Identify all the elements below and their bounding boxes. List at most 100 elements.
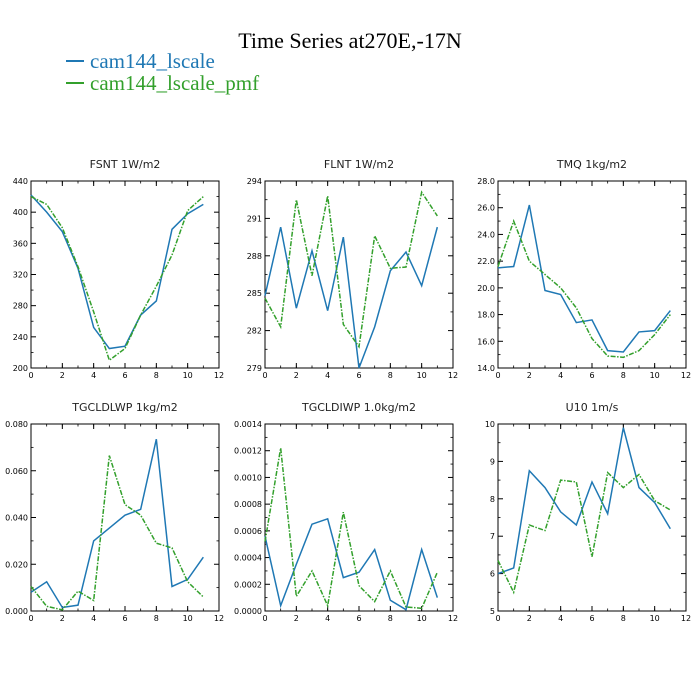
y-tick-label: 285 — [247, 289, 262, 298]
series-line-lscale — [497, 427, 671, 575]
series-line-lscale-pmf — [30, 195, 204, 362]
series-line-lscale — [497, 204, 671, 353]
y-tick-label: 279 — [247, 364, 262, 373]
x-tick-label: 2 — [294, 371, 299, 380]
y-tick-label: 9 — [490, 457, 495, 466]
legend: cam144_lscale cam144_lscale_pmf — [66, 50, 259, 94]
legend-item-series1: cam144_lscale — [66, 50, 259, 72]
x-tick-label: 10 — [417, 371, 427, 380]
y-tick-label: 22.0 — [477, 257, 495, 266]
legend-line-series2 — [66, 82, 84, 84]
y-tick-label: 291 — [247, 214, 262, 223]
y-tick-label: 200 — [13, 364, 28, 373]
legend-label-series2: cam144_lscale_pmf — [90, 71, 260, 95]
y-tick-label: 0.060 — [5, 467, 28, 476]
panel-2: FLNT 1W/m2 0 2 4 6 8 10 12 279 282 285 288 291 294 — [247, 158, 458, 380]
x-tick-label: 6 — [122, 614, 127, 623]
panel-title: FLNT 1W/m2 — [324, 158, 394, 171]
x-tick-label: 0 — [262, 614, 267, 623]
y-tick-label: 28.0 — [477, 177, 495, 186]
y-tick-label: 294 — [247, 177, 262, 186]
x-tick-label: 12 — [681, 371, 691, 380]
series-line-lscale-pmf — [264, 190, 438, 349]
x-tick-label: 6 — [122, 371, 127, 380]
y-tick-label: 0.000 — [5, 607, 28, 616]
x-tick-label: 10 — [417, 614, 427, 623]
panel-3: TMQ 1kg/m2 0 2 4 6 8 10 12 14.0 16.0 18.0 20.0 22.0 2… — [477, 158, 691, 380]
x-tick-label: 10 — [650, 614, 660, 623]
y-tick-label: 16.0 — [477, 337, 495, 346]
y-tick-label: 0.040 — [5, 514, 28, 523]
y-tick-label: 400 — [13, 208, 28, 217]
legend-item-series2: cam144_lscale_pmf — [66, 72, 259, 94]
y-tick-label: 5 — [490, 607, 495, 616]
x-tick-label: 10 — [183, 614, 193, 623]
panel-title: U10 1m/s — [566, 401, 619, 414]
y-tick-label: 0.080 — [5, 420, 28, 429]
x-tick-label: 6 — [356, 371, 361, 380]
y-tick-label: 0.0010 — [234, 473, 262, 482]
x-tick-label: 12 — [214, 614, 224, 623]
y-tick-label: 0.0002 — [234, 580, 262, 589]
plot-frame — [30, 423, 220, 612]
x-tick-label: 0 — [495, 614, 500, 623]
y-tick-label: 10 — [485, 420, 495, 429]
x-tick-label: 0 — [28, 614, 33, 623]
y-tick-label: 282 — [247, 327, 262, 336]
y-tick-label: 280 — [13, 302, 28, 311]
x-tick-label: 0 — [495, 371, 500, 380]
y-tick-label: 0.0006 — [234, 527, 262, 536]
y-tick-label: 240 — [13, 333, 28, 342]
x-tick-label: 6 — [356, 614, 361, 623]
y-tick-label: 288 — [247, 252, 262, 261]
y-tick-label: 7 — [490, 532, 495, 541]
series-line-lscale-pmf — [30, 455, 204, 611]
series-line-lscale — [264, 517, 439, 611]
x-tick-label: 4 — [325, 614, 330, 623]
legend-line-series1 — [66, 60, 84, 62]
x-tick-label: 2 — [294, 614, 299, 623]
panel-title: TMQ 1kg/m2 — [556, 158, 627, 171]
x-tick-label: 8 — [388, 614, 393, 623]
y-tick-label: 14.0 — [477, 364, 495, 373]
panel-4: TGCLDLWP 1kg/m2 0 2 4 6 8 10 12 0.000 0.020 0.040 0… — [5, 401, 224, 623]
y-tick-label: 0.0014 — [234, 420, 262, 429]
x-tick-label: 4 — [558, 371, 563, 380]
series-line-lscale — [30, 439, 204, 609]
plot-frame — [497, 423, 687, 612]
series-line-lscale-pmf — [497, 218, 671, 359]
y-tick-label: 320 — [13, 271, 28, 280]
x-tick-label: 2 — [60, 614, 65, 623]
x-tick-label: 4 — [325, 371, 330, 380]
y-tick-label: 0.0000 — [234, 607, 262, 616]
panel-5: TGCLDIWP 1.0kg/m2 0 2 4 6 8 10 12 0.0000 0.0002 0.… — [234, 401, 458, 623]
x-tick-label: 0 — [28, 371, 33, 380]
panel-title: TGCLDLWP 1kg/m2 — [71, 401, 177, 414]
y-tick-label: 6 — [490, 570, 495, 579]
x-tick-label: 0 — [262, 371, 267, 380]
x-tick-label: 12 — [448, 614, 458, 623]
y-tick-label: 0.0004 — [234, 554, 262, 563]
y-tick-label: 26.0 — [477, 204, 495, 213]
x-tick-label: 4 — [558, 614, 563, 623]
x-tick-label: 8 — [388, 371, 393, 380]
y-tick-label: 0.0012 — [234, 447, 262, 456]
x-tick-label: 6 — [589, 614, 594, 623]
x-tick-label: 8 — [621, 614, 626, 623]
y-tick-label: 360 — [13, 239, 28, 248]
x-tick-label: 8 — [154, 614, 159, 623]
x-tick-label: 4 — [91, 371, 96, 380]
x-tick-label: 8 — [621, 371, 626, 380]
y-tick-label: 24.0 — [477, 230, 495, 239]
plot-frame — [497, 180, 687, 369]
x-tick-label: 2 — [60, 371, 65, 380]
x-tick-label: 2 — [527, 371, 532, 380]
legend-label-series1: cam144_lscale — [90, 49, 215, 73]
x-tick-label: 12 — [681, 614, 691, 623]
x-tick-label: 10 — [650, 371, 660, 380]
panel-6: U10 1m/s 0 2 4 6 8 10 12 5 6 7 8 9 10 — [485, 401, 691, 623]
x-tick-label: 12 — [448, 371, 458, 380]
x-tick-label: 10 — [183, 371, 193, 380]
y-tick-label: 0.020 — [5, 560, 28, 569]
